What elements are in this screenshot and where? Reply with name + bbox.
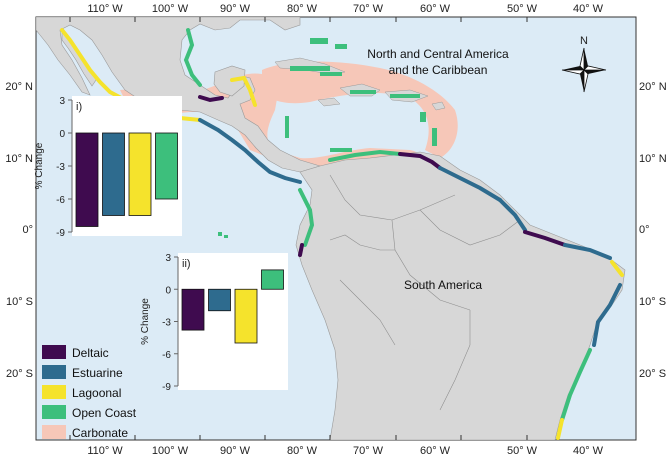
bar-deltaic xyxy=(75,132,99,227)
right-latitude-labels: 20° N 10° N 0° 10° S 20° S xyxy=(639,81,667,380)
inset-chart-i: 3 0 -3 -6 -9 % Change i) xyxy=(34,96,182,239)
top-lon-label: 80° W xyxy=(287,3,318,15)
left-latitude-labels: 20° N 10° N 0° 10° S 20° S xyxy=(5,81,33,380)
right-lat-label: 10° N xyxy=(639,153,667,165)
top-lon-label: 60° W xyxy=(420,3,451,15)
country-borders xyxy=(329,174,521,411)
left-lat-label: 0° xyxy=(22,224,33,236)
caribbean-open-coast-islands xyxy=(285,38,437,152)
right-lat-label: 20° N xyxy=(639,81,667,93)
y-tick-label: 3 xyxy=(59,96,65,107)
y-axis-label: % Change xyxy=(140,298,151,345)
bar-open-coast xyxy=(261,269,284,290)
y-tick-label: -3 xyxy=(56,162,65,173)
legend-label: Carbonate xyxy=(72,426,128,440)
left-lat-label: 20° N xyxy=(5,81,33,93)
top-lon-label: 50° W xyxy=(507,3,538,15)
legend-swatch xyxy=(42,425,66,439)
legend-label: Open Coast xyxy=(72,406,137,420)
bottom-lon-label: 110° W xyxy=(87,445,123,457)
bar-deltaic xyxy=(181,288,205,331)
legend-swatch xyxy=(42,365,66,379)
legend-swatch xyxy=(42,345,66,359)
left-lat-label: 10° N xyxy=(5,153,33,165)
region-label-north-central-america-line1: North and Central America xyxy=(367,47,509,61)
bar-estuarine xyxy=(102,132,125,216)
panel-label: i) xyxy=(76,101,82,113)
bottom-longitude-labels: 110° W 100° W 90° W 80° W 70° W 60° W 50… xyxy=(87,445,603,457)
bottom-lon-label: 80° W xyxy=(287,445,318,457)
north-arrow-label: N xyxy=(580,35,588,47)
legend-label: Lagoonal xyxy=(72,386,121,400)
top-lon-label: 70° W xyxy=(353,3,384,15)
bar-lagoonal xyxy=(128,132,152,216)
region-label-south-america: South America xyxy=(404,278,482,292)
legend-label: Estuarine xyxy=(72,366,123,380)
bar-open-coast xyxy=(155,132,178,200)
galapagos-islands xyxy=(218,232,228,238)
top-lon-label: 90° W xyxy=(220,3,251,15)
legend-label: Deltaic xyxy=(72,346,109,360)
legend-swatch xyxy=(42,405,66,419)
bottom-lon-label: 60° W xyxy=(420,445,451,457)
right-lat-label: 0° xyxy=(639,224,650,236)
y-axis-label: % Change xyxy=(34,142,45,189)
bar-estuarine xyxy=(208,288,231,312)
bottom-lon-label: 40° W xyxy=(573,445,604,457)
left-lat-label: 10° S xyxy=(6,296,33,308)
left-lat-label: 20° S xyxy=(6,368,33,380)
y-tick-label: 0 xyxy=(59,129,65,140)
yucatan-peninsula xyxy=(213,65,246,97)
map-legend: Deltaic Estuarine Lagoonal Open Coast Carbon… xyxy=(42,345,137,440)
top-longitude-labels: 110° W 100° W 90° W 80° W 70° W 60° W 50… xyxy=(87,3,603,15)
bottom-lon-label: 90° W xyxy=(220,445,251,457)
right-lat-label: 10° S xyxy=(639,296,666,308)
y-tick-label: -6 xyxy=(162,350,171,361)
top-lon-label: 100° W xyxy=(152,3,189,15)
top-lon-label: 110° W xyxy=(87,3,123,15)
coastline-classification xyxy=(60,28,624,440)
y-tick-label: -9 xyxy=(162,382,171,393)
right-lat-label: 20° S xyxy=(639,368,666,380)
y-tick-label: 3 xyxy=(165,253,171,264)
legend-swatch xyxy=(42,385,66,399)
bar-lagoonal xyxy=(234,288,258,344)
bottom-lon-label: 50° W xyxy=(507,445,538,457)
top-lon-label: 40° W xyxy=(573,3,604,15)
bottom-lon-label: 70° W xyxy=(353,445,384,457)
y-tick-label: -6 xyxy=(56,195,65,206)
panel-label: ii) xyxy=(182,258,191,270)
inset-chart-ii: 3 0 -3 -6 -9 % Change ii) xyxy=(140,253,288,393)
y-tick-label: -9 xyxy=(56,228,65,239)
y-tick-label: -3 xyxy=(162,318,171,329)
map-content xyxy=(36,17,626,440)
region-label-north-central-america-line2: and the Caribbean xyxy=(389,63,488,77)
frame-ticks xyxy=(69,17,528,440)
north-arrow-icon: N xyxy=(561,35,607,93)
y-tick-label: 0 xyxy=(165,285,171,296)
bottom-lon-label: 100° W xyxy=(152,445,189,457)
